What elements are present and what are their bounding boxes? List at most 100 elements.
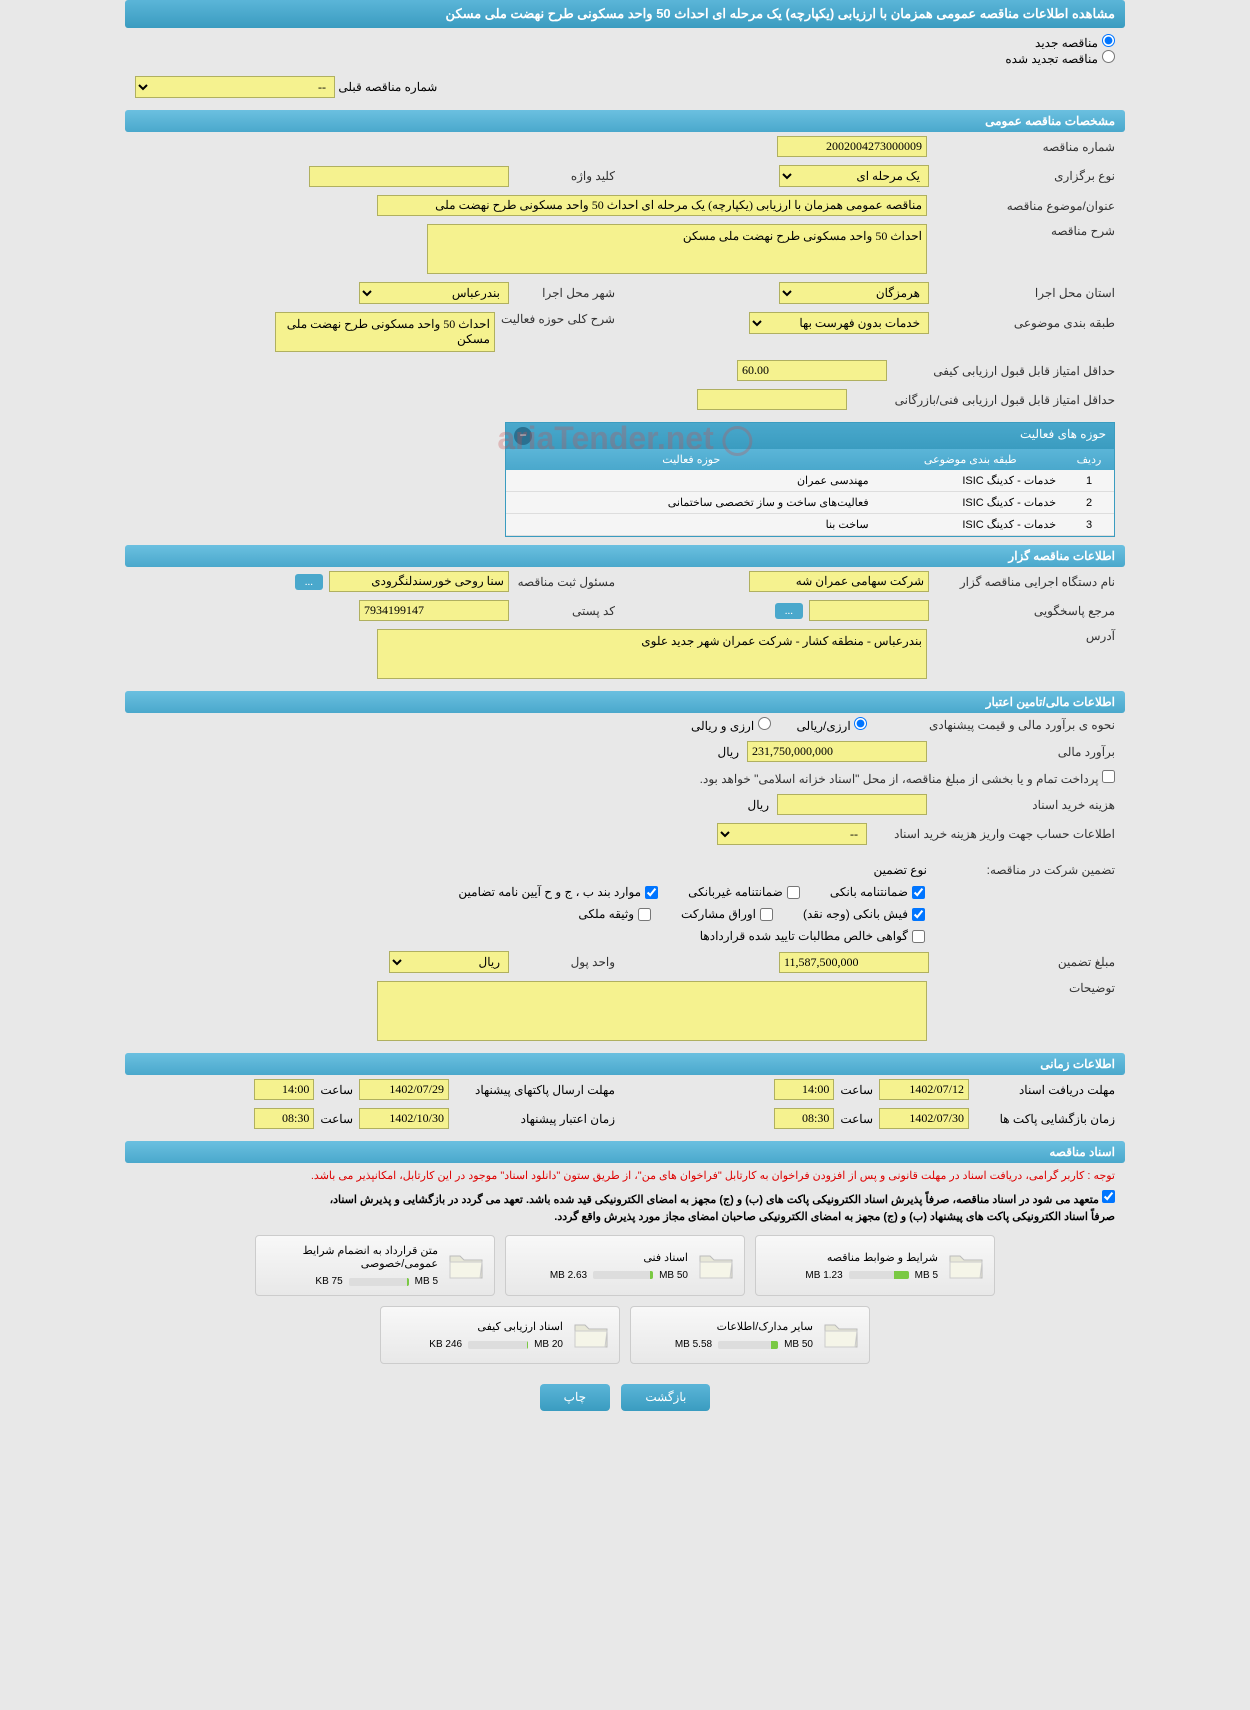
- estimate-label: برآورد مالی: [935, 745, 1115, 759]
- section-timing: اطلاعات زمانی: [125, 1053, 1125, 1075]
- title-input[interactable]: [377, 195, 927, 216]
- cb-nonbank[interactable]: [787, 886, 800, 899]
- doc-size: 246 KB: [429, 1339, 462, 1350]
- description-label: شرح مناقصه: [935, 224, 1115, 238]
- doc-receipt-date[interactable]: [879, 1079, 969, 1100]
- postal-label: کد پستی: [515, 604, 615, 618]
- accountable-input[interactable]: [809, 600, 929, 621]
- document-card[interactable]: اسناد فنی50 MB2.63 MB: [505, 1235, 745, 1296]
- accountable-label: مرجع پاسخگویی: [935, 604, 1115, 618]
- time-label-3: ساعت: [840, 1112, 873, 1126]
- section-financial: اطلاعات مالی/تامین اعتبار: [125, 691, 1125, 713]
- description-textarea[interactable]: [427, 224, 927, 274]
- responsible-input[interactable]: [329, 571, 509, 592]
- tender-number-label: شماره مناقصه: [935, 140, 1115, 154]
- title-label: عنوان/موضوع مناقصه: [935, 199, 1115, 213]
- guarantee-notes-textarea[interactable]: [377, 981, 927, 1041]
- doc-fee-label: هزینه خرید اسناد: [935, 798, 1115, 812]
- doc-title: متن قرارداد به انضمام شرایط عمومی/خصوصی: [264, 1244, 438, 1270]
- cb-clauses[interactable]: [645, 886, 658, 899]
- section-general: مشخصات مناقصه عمومی: [125, 110, 1125, 132]
- holding-type-select[interactable]: یک مرحله ای: [779, 165, 929, 187]
- accountable-more-btn[interactable]: ...: [775, 603, 803, 619]
- guarantee-amount-label: مبلغ تضمین: [935, 955, 1115, 969]
- tender-number-input[interactable]: [777, 136, 927, 157]
- payment-checkbox[interactable]: [1102, 770, 1115, 783]
- doc-title: اسناد فنی: [514, 1251, 688, 1264]
- doc-fee-input[interactable]: [777, 794, 927, 815]
- city-select[interactable]: بندرعباس: [359, 282, 509, 304]
- org-name-input[interactable]: [749, 571, 929, 592]
- estimate-unit: ریال: [717, 745, 739, 759]
- radio-new-label: مناقصه جدید: [1035, 36, 1098, 50]
- print-button[interactable]: چاپ: [540, 1384, 610, 1411]
- folder-icon: [571, 1315, 611, 1355]
- address-textarea[interactable]: [377, 629, 927, 679]
- cb-bank-receipt[interactable]: [912, 908, 925, 921]
- minimize-icon[interactable]: −: [514, 427, 532, 445]
- validity-label: زمان اعتبار پیشنهاد: [455, 1112, 615, 1126]
- radio-both[interactable]: ارزی و ریالی: [691, 717, 771, 733]
- document-card[interactable]: اسناد ارزیابی کیفی 20 MB 246 KB: [380, 1306, 620, 1364]
- document-card[interactable]: سایر مدارک/اطلاعات50 MB5.58 MB: [630, 1306, 870, 1364]
- doc-max: 20 MB: [534, 1339, 563, 1350]
- cb-net-claims[interactable]: [912, 930, 925, 943]
- time-label-4: ساعت: [320, 1112, 353, 1126]
- activity-panel: حوزه های فعالیت − ردیف طبقه بندی موضوعی …: [505, 422, 1115, 537]
- opening-date[interactable]: [879, 1108, 969, 1129]
- radio-renewed-tender[interactable]: مناقصه تجدید شده: [1005, 52, 1115, 66]
- doc-receipt-time[interactable]: [774, 1079, 834, 1100]
- keyword-label: کلید واژه: [515, 169, 615, 183]
- guarantee-amount-input[interactable]: [779, 952, 929, 973]
- radio-new-tender[interactable]: مناقصه جدید: [1035, 36, 1115, 50]
- doc-size: 75 KB: [315, 1276, 342, 1287]
- red-note: توجه : کاربر گرامی، دریافت اسناد در مهلت…: [125, 1163, 1125, 1188]
- holding-type-label: نوع برگزاری: [935, 169, 1115, 183]
- cb-participation[interactable]: [760, 908, 773, 921]
- city-label: شهر محل اجرا: [515, 286, 615, 300]
- min-tech-input[interactable]: [697, 389, 847, 410]
- account-info-select[interactable]: --: [717, 823, 867, 845]
- category-select[interactable]: خدمات بدون فهرست بها: [749, 312, 929, 334]
- opening-time[interactable]: [774, 1108, 834, 1129]
- responsible-label: مسئول ثبت مناقصه: [515, 575, 615, 589]
- responsible-more-btn[interactable]: ...: [295, 574, 323, 590]
- validity-time[interactable]: [254, 1108, 314, 1129]
- folder-icon: [696, 1246, 736, 1286]
- doc-title: اسناد ارزیابی کیفی: [389, 1320, 563, 1333]
- doc-max: 5 MB: [415, 1276, 438, 1287]
- province-label: استان محل اجرا: [935, 286, 1115, 300]
- doc-title: شرایط و ضوابط مناقصه: [764, 1251, 938, 1264]
- guarantee-currency-label: واحد پول: [515, 955, 615, 969]
- doc-size: 1.23 MB: [805, 1270, 842, 1281]
- section-organizer: اطلاعات مناقصه گزار: [125, 545, 1125, 567]
- activity-desc-textarea[interactable]: [275, 312, 495, 352]
- table-row: 3خدمات - کدینگ ISICساخت بنا: [506, 514, 1114, 536]
- document-card[interactable]: متن قرارداد به انضمام شرایط عمومی/خصوصی 5…: [255, 1235, 495, 1296]
- cb-commit[interactable]: [1102, 1190, 1115, 1203]
- validity-date[interactable]: [359, 1108, 449, 1129]
- cb-property[interactable]: [638, 908, 651, 921]
- keyword-input[interactable]: [309, 166, 509, 187]
- doc-size: 5.58 MB: [675, 1339, 712, 1350]
- packet-send-label: مهلت ارسال پاکتهای پیشنهاد: [455, 1083, 615, 1097]
- postal-input[interactable]: [359, 600, 509, 621]
- packet-send-date[interactable]: [359, 1079, 449, 1100]
- time-label-2: ساعت: [320, 1083, 353, 1097]
- packet-send-time[interactable]: [254, 1079, 314, 1100]
- folder-icon: [946, 1246, 986, 1286]
- guarantee-currency-select[interactable]: ریال: [389, 951, 509, 973]
- min-quality-input[interactable]: [737, 360, 887, 381]
- estimate-input[interactable]: [747, 741, 927, 762]
- guarantee-notes-label: توضیحات: [935, 981, 1115, 995]
- estimate-method-label: نحوه ی برآورد مالی و قیمت پیشنهادی: [875, 718, 1115, 732]
- document-card[interactable]: شرایط و ضوابط مناقصه5 MB1.23 MB: [755, 1235, 995, 1296]
- activity-table: ردیف طبقه بندی موضوعی حوزه فعالیت 1خدمات…: [506, 449, 1114, 536]
- org-name-label: نام دستگاه اجرایی مناقصه گزار: [935, 575, 1115, 589]
- radio-rial[interactable]: ارزی/ریالی: [797, 717, 867, 733]
- back-button[interactable]: بازگشت: [621, 1384, 710, 1411]
- province-select[interactable]: هرمزگان: [779, 282, 929, 304]
- guarantee-title: تضمین شرکت در مناقصه:: [935, 863, 1115, 877]
- cb-bank-guarantee[interactable]: [912, 886, 925, 899]
- prev-tender-select[interactable]: --: [135, 76, 335, 98]
